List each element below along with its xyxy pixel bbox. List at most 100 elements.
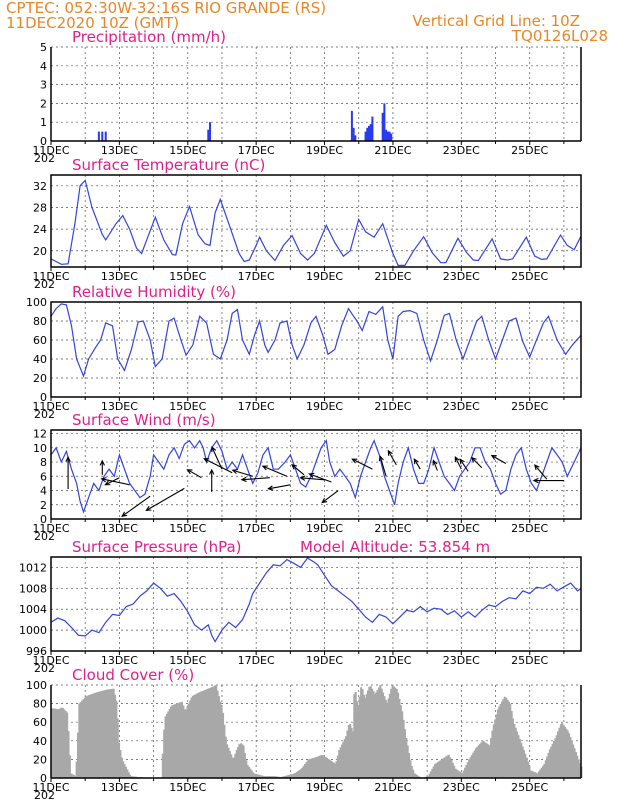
cloud-cover-bar: [468, 759, 471, 778]
cloud-cover-bar: [357, 705, 360, 778]
cloud-cover-bar: [454, 768, 457, 778]
precipitation-bar: [207, 129, 210, 141]
precipitation-bar: [366, 127, 369, 141]
cloud-cover-bar: [427, 776, 430, 778]
wind-wind-arrow: [261, 465, 288, 477]
cloud-cover-bar: [89, 694, 92, 778]
cloud-cover-bar: [522, 750, 525, 778]
cloud-cover-bar: [375, 692, 378, 778]
precipitation-bar: [369, 124, 372, 141]
cloud-cover-bar: [413, 773, 416, 778]
cloud-cover-bar: [53, 708, 56, 778]
humidity-y-tick: 40: [33, 353, 47, 366]
precipitation-bar: [209, 122, 211, 141]
cloud-cover-bar: [175, 703, 178, 778]
cloud-cover-bar: [565, 728, 568, 778]
cloud-cover-bar: [124, 766, 127, 778]
precipitation-x-tick: 21DEC: [374, 144, 411, 157]
cloud-cover-bar: [78, 703, 81, 778]
cloud-cover-bar: [105, 689, 108, 778]
cloud-cover-bar: [449, 757, 452, 778]
cloud-cover-bar: [572, 744, 575, 778]
cloud-cover-bar: [475, 748, 478, 778]
cloud-cover-bar: [126, 769, 129, 778]
cloud-cover-bar: [190, 697, 193, 778]
cloud-cover-bar: [573, 748, 576, 778]
pressure-frame: [50, 556, 582, 652]
temperature-x-tick: 23DEC: [443, 270, 480, 283]
cloud-cover-bar: [331, 761, 334, 778]
cloud-cover-bar: [513, 724, 516, 778]
cloud-cover-bar: [238, 744, 241, 778]
cloud-cover-bar: [85, 696, 88, 778]
cloud-cover-bar: [438, 761, 441, 778]
cloud-cover-bar: [403, 729, 406, 778]
cloud-cover-bar: [163, 729, 166, 778]
cloud-cover-bar: [394, 687, 397, 778]
wind-x-tick: 19DEC: [306, 522, 343, 535]
cloud-cover-bar: [172, 704, 175, 778]
cloud-cover-bar: [79, 702, 82, 778]
cloud-cover-bar: [392, 686, 396, 778]
cloud-cover-bar: [518, 738, 521, 778]
cloud-cover-bar: [187, 703, 190, 778]
cloud-cover-bar: [254, 773, 257, 778]
humidity-x-tick: 23DEC: [443, 400, 480, 413]
cloud-cover-bar: [442, 758, 445, 778]
cloud-cover-bar: [446, 755, 449, 778]
cloud-cover-bar: [286, 775, 289, 778]
cloud-cover-bar: [552, 741, 556, 778]
cloud-cover-bar: [120, 757, 123, 778]
cloud-cover-bar: [507, 701, 510, 778]
cloud-cover-bar: [123, 764, 126, 778]
precipitation-bar: [352, 127, 355, 141]
cloud-cover-bar: [76, 732, 80, 778]
cloud-cover-bar: [535, 772, 538, 778]
wind-y-tick: 0: [40, 513, 47, 526]
cloud-cover-bar: [327, 758, 330, 778]
cloud-cover-bar: [108, 689, 111, 778]
cloud-cover-bar: [182, 705, 185, 778]
cloud-cover-bar: [294, 772, 297, 778]
wind-x-tick: 21DEC: [374, 522, 411, 535]
cloud-cover-bar: [83, 697, 86, 778]
cloud-cover-bar: [453, 765, 456, 778]
pressure-panel: Surface Pressure (hPa) Model Altitude: 53…: [19, 538, 582, 675]
cloud-cover-bar: [302, 765, 305, 778]
cloud-cover-bar: [171, 705, 174, 778]
cloud-cover-bar: [306, 760, 309, 778]
cloud-cover-bar: [231, 757, 234, 778]
cloud-cover-bar: [242, 745, 245, 778]
pressure-x-tick: 15DEC: [169, 654, 206, 667]
wind-wind-arrow: [490, 454, 507, 464]
cloud-cover-bar: [324, 757, 327, 778]
precipitation-bar: [350, 110, 353, 141]
cloud-cover-bar: [388, 693, 391, 778]
cloud-cover-bar: [200, 691, 203, 778]
wind-x-tick: 23DEC: [443, 522, 480, 535]
cloud-cover-bar: [74, 775, 77, 778]
cloud-cover-bar: [462, 770, 465, 778]
cloud-cover-bar: [379, 685, 382, 778]
cloud-cover-bar: [208, 688, 211, 778]
humidity-y-tick: 20: [33, 372, 47, 385]
cloud-cover-bar: [75, 761, 78, 778]
cloud-cover-bar: [533, 772, 536, 778]
cloud-cover-y-tick: 20: [33, 753, 47, 766]
cloud-cover-bar: [313, 757, 316, 778]
cloud-cover-bar: [364, 698, 367, 778]
precipitation-bar: [386, 131, 389, 141]
cloud-cover-bar: [361, 689, 364, 778]
cloud-cover-bar: [176, 703, 179, 778]
cloud-cover-bar: [401, 711, 404, 778]
cloud-cover-bar: [104, 690, 107, 778]
pressure-y-tick: 1000: [19, 624, 47, 637]
cloud-cover-bar: [349, 724, 352, 778]
pressure-x-tick: 23DEC: [443, 654, 480, 667]
cloud-cover-bar: [271, 776, 274, 778]
cloud-cover-bar: [487, 744, 490, 778]
cloud-cover-bar: [373, 693, 376, 778]
cloud-cover-bar: [532, 771, 535, 778]
cloud-cover-bar: [346, 730, 349, 778]
wind-y-tick: 2: [40, 499, 47, 512]
